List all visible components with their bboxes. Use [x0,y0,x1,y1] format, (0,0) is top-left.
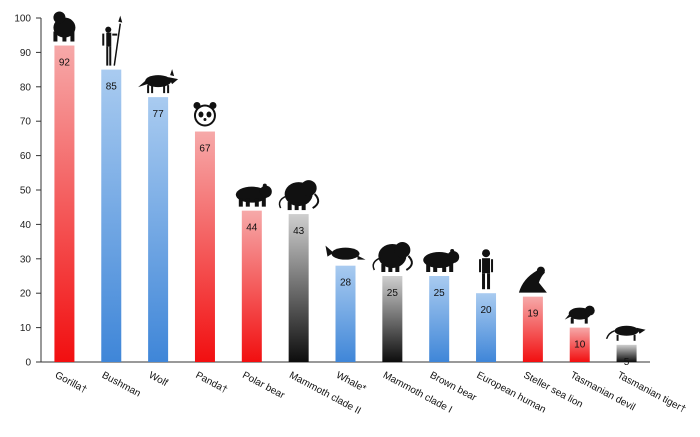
bar-value-label: 20 [480,305,492,316]
bar [54,45,75,363]
human-icon [479,249,494,290]
y-tick-label: 0 [25,358,31,369]
y-tick-label: 50 [20,186,32,197]
whale-icon [325,245,366,260]
tasmanian-tiger-icon [605,325,646,341]
animal-icons [53,11,646,341]
mammoth-icon [372,242,413,272]
y-tick-label: 70 [20,117,32,128]
bar [382,276,403,362]
bar-value-label: 10 [574,340,586,351]
bars: 92 85 77 67 44 43 28 25 25 20 19 10 5 [54,45,637,368]
bushman-icon [102,15,123,66]
tasmanian-devil-icon [564,305,595,324]
category-label: Panda† [194,370,230,396]
bar-value-label: 92 [59,58,71,69]
y-tick-label: 100 [14,14,31,25]
bar-value-label: 44 [246,223,258,234]
sea-lion-icon [518,266,547,293]
bar-value-label: 19 [527,309,539,320]
wolf-icon [138,69,179,94]
y-tick-label: 40 [20,220,32,231]
panda-icon [193,102,217,127]
category-label: Polar bear [240,370,286,402]
y-tick-label: 20 [20,289,32,300]
bar-value-label: 43 [293,226,305,237]
bar [522,296,543,362]
bar [616,344,637,362]
category-labels: Gorilla† Bushman Wolf Panda† Polar bear Mammo… [53,370,688,417]
y-tick-label: 60 [20,151,32,162]
brown-bear-icon [423,249,460,272]
bar [194,131,215,362]
bar-value-label: 28 [340,278,352,289]
bar-value-label: 25 [434,288,446,299]
bar [241,210,262,362]
bar [335,265,356,362]
y-tick-label: 30 [20,254,32,265]
bar [148,97,169,363]
category-label: Bushman [100,370,142,400]
bar-value-label: 25 [387,288,399,299]
bar [476,293,497,362]
y-tick-label: 90 [20,48,32,59]
bar-value-label: 77 [153,109,165,120]
bar [101,69,122,362]
bar [288,214,309,362]
bar [429,276,450,362]
bar-value-label: 85 [106,82,118,93]
axes: 0 10 20 30 40 50 60 70 80 90 100 [14,14,650,369]
polar-bear-icon [235,183,272,207]
y-tick-label: 80 [20,82,32,93]
category-label: Wolf [147,370,170,389]
gorilla-icon [53,11,76,42]
category-label: Whale* [334,370,368,395]
mammoth-icon [278,180,320,211]
y-tick-label: 10 [20,323,32,334]
bar [569,327,590,362]
category-label: Gorilla† [53,370,89,396]
bar-value-label: 5 [624,357,630,368]
bar-value-label: 67 [199,144,211,155]
